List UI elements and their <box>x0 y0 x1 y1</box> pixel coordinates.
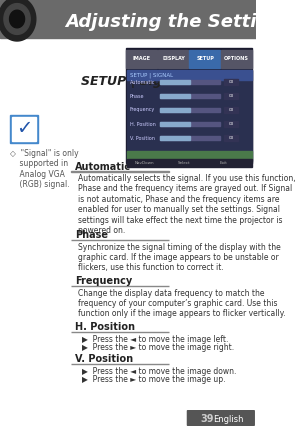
Text: ▶  Press the ◄ to move the image down.: ▶ Press the ◄ to move the image down. <box>82 366 236 375</box>
Text: H. Position: H. Position <box>130 121 155 127</box>
Bar <box>71 285 169 286</box>
Bar <box>71 363 169 364</box>
Text: DISPLAY: DISPLAY <box>162 57 185 61</box>
Bar <box>71 171 169 172</box>
Text: 00: 00 <box>229 122 234 126</box>
Text: SETUP | SIGNAL: SETUP | SIGNAL <box>130 72 174 78</box>
Text: Adjusting the Settings: Adjusting the Settings <box>65 13 293 31</box>
Text: Frequency: Frequency <box>130 107 155 112</box>
Text: 00: 00 <box>229 94 234 98</box>
Bar <box>12 117 36 141</box>
Bar <box>160 108 220 112</box>
Bar <box>221 50 251 68</box>
Bar <box>160 94 190 98</box>
Text: SETUP | Signal: SETUP | Signal <box>81 75 183 89</box>
Bar <box>224 107 238 113</box>
Polygon shape <box>4 3 30 35</box>
Text: Phase: Phase <box>130 93 144 98</box>
Bar <box>160 136 220 140</box>
Bar <box>0 0 256 38</box>
Text: IMAGE: IMAGE <box>133 57 151 61</box>
Polygon shape <box>10 10 25 28</box>
Text: 00: 00 <box>229 80 234 84</box>
Bar <box>160 80 220 84</box>
FancyBboxPatch shape <box>187 410 255 426</box>
Bar <box>127 70 251 161</box>
Text: ◇  "Signal" is only
    supported in
    Analog VGA
    (RGB) signal.: ◇ "Signal" is only supported in Analog V… <box>10 149 79 189</box>
Text: Select: Select <box>177 161 190 165</box>
Text: 39: 39 <box>200 414 214 424</box>
Text: H. Position: H. Position <box>75 322 135 333</box>
Text: 00: 00 <box>229 136 234 140</box>
Text: Automatic: Automatic <box>130 80 155 84</box>
Bar <box>127 159 251 167</box>
Bar <box>160 80 190 84</box>
Text: 00: 00 <box>229 108 234 112</box>
Bar <box>160 122 220 126</box>
Bar <box>126 48 252 163</box>
Bar <box>127 70 251 80</box>
Text: Automatic: Automatic <box>75 162 131 172</box>
Bar <box>160 136 190 140</box>
Bar <box>126 50 157 68</box>
Text: Exit: Exit <box>220 161 228 165</box>
Bar <box>127 151 251 159</box>
Text: V. Position: V. Position <box>75 354 133 365</box>
Polygon shape <box>0 0 36 41</box>
Text: Phase: Phase <box>75 230 108 241</box>
Text: NavDown: NavDown <box>135 161 155 165</box>
Text: Automatically selects the signal. If you use this function, Phase and the freque: Automatically selects the signal. If you… <box>78 174 296 235</box>
Bar <box>160 108 190 112</box>
Text: ▶  Press the ► to move the image right.: ▶ Press the ► to move the image right. <box>82 343 234 352</box>
Text: ▶  Press the ◄ to move the image left.: ▶ Press the ◄ to move the image left. <box>82 334 228 343</box>
Bar <box>158 50 188 68</box>
Bar <box>224 79 238 85</box>
Text: Synchronize the signal timing of the display with the graphic card. If the image: Synchronize the signal timing of the dis… <box>78 242 281 272</box>
Bar <box>0 410 256 426</box>
Text: Frequency: Frequency <box>75 276 132 287</box>
Text: ✓: ✓ <box>16 120 32 138</box>
Bar <box>10 115 38 143</box>
Text: V. Position: V. Position <box>130 135 154 141</box>
Bar <box>189 50 220 68</box>
Text: English: English <box>213 414 244 423</box>
Bar <box>71 239 169 240</box>
Bar <box>224 135 238 141</box>
Bar <box>160 122 190 126</box>
Text: Change the display data frequency to match the frequency of your computer’s grap: Change the display data frequency to mat… <box>78 288 286 318</box>
Bar <box>160 94 220 98</box>
Bar <box>224 121 238 127</box>
Text: SETUP: SETUP <box>196 57 214 61</box>
Bar <box>224 93 238 99</box>
Bar <box>71 331 169 332</box>
Text: OPTIONS: OPTIONS <box>224 57 249 61</box>
Text: ▶  Press the ► to move the image up.: ▶ Press the ► to move the image up. <box>82 375 225 385</box>
